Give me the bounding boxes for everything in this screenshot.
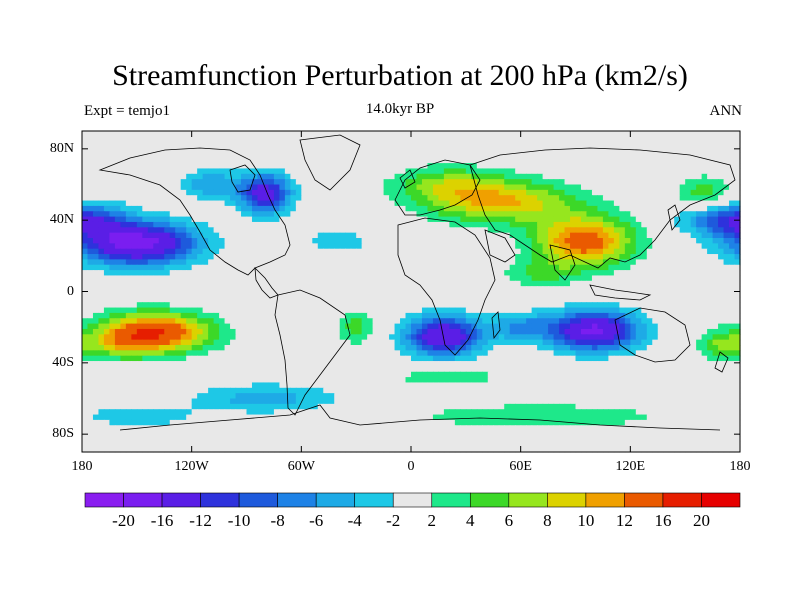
colorbar-label: 6 xyxy=(504,511,514,530)
colorbar-box xyxy=(315,492,356,508)
plot-title: Streamfunction Perturbation at 200 hPa (… xyxy=(112,59,688,92)
lon-tick-label: 120E xyxy=(615,459,646,474)
colorbar-box xyxy=(508,492,548,508)
colorbar-label: -8 xyxy=(270,511,285,530)
colorbar-label: -4 xyxy=(347,511,362,530)
colorbar-label: -10 xyxy=(227,511,251,530)
colorbar-label: 4 xyxy=(466,511,475,530)
colorbar-box xyxy=(469,492,510,508)
lon-tick-label: 60E xyxy=(509,459,532,474)
lat-tick-label: 80N xyxy=(49,140,74,156)
colorbar-box xyxy=(123,492,163,508)
period-label: 14.0kyr BP xyxy=(365,101,435,117)
colorbar-label: -20 xyxy=(112,511,135,530)
colorbar-box xyxy=(354,492,394,508)
colorbar-label: -16 xyxy=(150,511,174,530)
lon-tick-label: 180 xyxy=(729,459,751,474)
lat-tick-label: 0 xyxy=(67,283,74,299)
colorbar-box xyxy=(392,492,433,508)
colorbar-box xyxy=(585,492,625,508)
colorbar-label: 10 xyxy=(577,511,595,530)
lon-tick-label: 60W xyxy=(287,459,315,474)
lon-tick-label: 180 xyxy=(71,459,93,474)
lat-tick-label: 80S xyxy=(52,426,74,442)
colorbar-label: 16 xyxy=(654,511,672,530)
colorbar-box xyxy=(624,492,664,508)
lon-tick-label: 120W xyxy=(174,459,209,474)
lon-tick-label: 0 xyxy=(407,459,415,474)
colorbar-label: -2 xyxy=(386,511,401,530)
colorbar-box xyxy=(701,492,741,508)
colorbar-label: 2 xyxy=(427,511,437,530)
colorbar-box xyxy=(238,492,278,508)
colorbar-box xyxy=(161,492,201,508)
colorbar-label: -12 xyxy=(189,511,212,530)
lat-tick-label: 40N xyxy=(49,212,74,228)
colorbar-label: 12 xyxy=(615,511,633,530)
coastlines xyxy=(98,134,736,431)
colorbar-label: -6 xyxy=(309,511,324,530)
colorbar-box xyxy=(84,492,124,508)
contour-fill xyxy=(82,131,741,453)
colorbar-box xyxy=(662,492,702,508)
colorbar-box xyxy=(431,492,471,508)
lat-tick-label: 40S xyxy=(52,354,74,370)
colorbar-box xyxy=(547,492,587,508)
colorbar-label: 8 xyxy=(543,511,552,530)
season-label: ANN xyxy=(709,103,743,119)
experiment-label: Expt = temjo1 xyxy=(84,103,170,119)
colorbar-box xyxy=(277,492,317,508)
colorbar-box xyxy=(200,492,240,508)
colorbar-label: 20 xyxy=(692,511,710,530)
